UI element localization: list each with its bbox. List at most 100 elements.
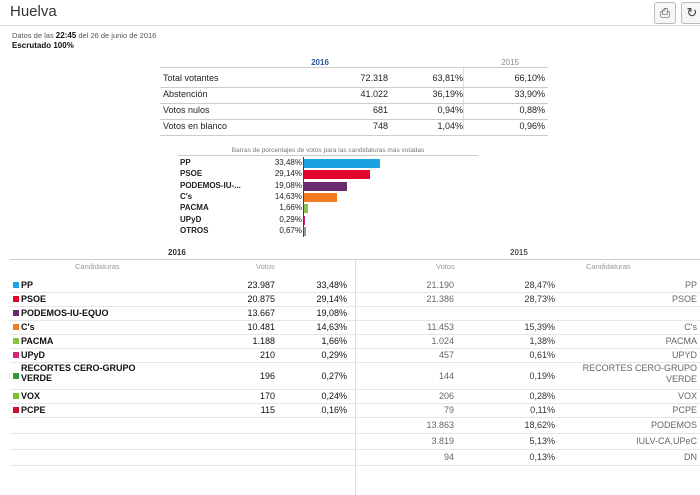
bar-fill <box>304 159 380 168</box>
summary-year-2015: 2015 <box>501 58 519 67</box>
summary-votes-2016: 748 <box>372 121 388 131</box>
bar-party-name: PACMA <box>180 203 209 213</box>
summary-pct-2016: 63,81% <box>432 73 463 83</box>
party-color-swatch <box>13 407 19 413</box>
votes-2015: 144 <box>438 370 454 381</box>
summary-pct-2015: 0,88% <box>519 105 545 115</box>
pct-2016: 0,24% <box>321 391 347 401</box>
pct-2015: 1,38% <box>529 336 555 346</box>
pct-2016: 0,16% <box>321 405 347 415</box>
party-name-2015: PACMA <box>665 336 697 346</box>
summary-row: Abstención 41.022 36,19% 33,90% <box>160 87 548 103</box>
pct-2015: 28,73% <box>524 294 555 304</box>
results-divider <box>355 259 356 495</box>
col-header-votos-2015: Votos <box>436 262 455 271</box>
bar-row: PP 33,48% <box>178 158 478 169</box>
bar-fill <box>304 204 308 214</box>
row-divider <box>10 334 700 335</box>
summary-pct-2015: 33,90% <box>514 89 545 99</box>
table-row: PCPE 115 0,16% 79 0,11% PCPE <box>10 403 700 417</box>
bar-percentage: 19,08% <box>274 180 302 190</box>
summary-label: Abstención <box>163 89 208 99</box>
escrutado-status: Escrutado 100% <box>12 41 74 50</box>
summary-votes-2016: 41.022 <box>360 89 388 99</box>
party-color-swatch <box>13 324 19 330</box>
votes-2016: 13.667 <box>247 308 275 318</box>
party-color-swatch <box>13 296 19 302</box>
votes-2016: 170 <box>259 391 275 401</box>
bar-fill <box>304 181 348 191</box>
table-row: VOX 170 0,24% 206 0,28% VOX <box>10 389 700 403</box>
votes-2015: 457 <box>438 350 454 360</box>
pct-2015: 18,62% <box>524 420 555 430</box>
bar-party-name: PP <box>180 158 191 167</box>
results-year-2016: 2016 <box>168 248 186 257</box>
summary-row: Total votantes 72.318 63,81% 66,10% <box>160 71 548 87</box>
table-row: 3.819 5,13% IULV-CA,UPeC <box>10 433 700 449</box>
bar-percentage: 29,14% <box>274 169 302 179</box>
party-name-2015: PP <box>684 280 697 290</box>
results-year-2015: 2015 <box>510 248 528 257</box>
row-divider <box>10 389 700 390</box>
bar-party-name: OTROS <box>180 225 209 235</box>
table-row: 94 0,13% DN <box>10 449 700 465</box>
pct-2015: 0,28% <box>529 391 555 401</box>
votes-2016: 196 <box>259 370 275 381</box>
bar-row: UPyD 0,29% <box>178 215 478 226</box>
pct-2016: 29,14% <box>316 294 347 304</box>
summary-pct-2015: 0,96% <box>519 121 545 131</box>
bar-party-name: PSOE <box>180 169 203 179</box>
votes-2016: 1.188 <box>252 336 275 346</box>
party-name-2015: PODEMOS <box>650 420 697 430</box>
votes-2016: 23.987 <box>247 280 275 290</box>
summary-pct-2016: 1,04% <box>437 121 463 131</box>
row-divider <box>10 320 700 321</box>
party-color-swatch <box>13 352 19 358</box>
party-name-2016: PACMA <box>21 336 54 346</box>
bar-percentage: 14,63% <box>274 191 302 201</box>
pct-2016: 33,48% <box>316 280 347 290</box>
table-row: PACMA 1.188 1,66% 1.024 1,38% PACMA <box>10 334 700 348</box>
party-name-2015: PSOE <box>671 294 697 304</box>
bar-percentage: 33,48% <box>274 158 302 167</box>
refresh-button[interactable]: ↻ <box>681 2 700 24</box>
summary-label: Votos nulos <box>163 105 210 115</box>
summary-pct-2015: 66,10% <box>514 73 545 83</box>
bar-fill <box>304 226 306 236</box>
table-row: C's 10.481 14,63% 11.453 15,39% C's <box>10 320 700 334</box>
bar-row: OTROS 0,67% <box>178 226 478 237</box>
timestamp-prefix: Datos de las <box>12 31 54 40</box>
data-timestamp: Datos de las 22:45 del 26 de junio de 20… <box>12 31 156 40</box>
votes-2015: 94 <box>443 452 454 462</box>
timestamp-time: 22:45 <box>55 31 77 40</box>
summary-votes-2016: 72.318 <box>360 73 388 83</box>
table-row: UPyD 210 0,29% 457 0,61% UPYD <box>10 348 700 362</box>
bar-fill <box>304 192 338 202</box>
party-name-2016: PCPE <box>21 405 46 415</box>
party-color-swatch <box>13 393 19 399</box>
votes-2015: 206 <box>438 391 454 401</box>
print-icon: ⎙ <box>659 5 671 20</box>
bar-party-name: PODEMOS-IU-... <box>180 180 241 190</box>
summary-row-divider <box>160 119 548 120</box>
print-button[interactable]: ⎙ <box>654 2 676 24</box>
votes-2015: 1.024 <box>431 336 454 346</box>
votes-2015: 13.863 <box>426 420 454 430</box>
pct-2015: 5,13% <box>529 436 555 446</box>
party-name-2015: IULV-CA,UPeC <box>636 436 697 446</box>
bar-row: C's 14,63% <box>178 192 478 203</box>
bar-party-name: C's <box>180 191 193 201</box>
pct-2015: 0,13% <box>529 452 555 462</box>
party-name-2016: PODEMOS-IU-EQUO <box>21 308 109 318</box>
row-divider <box>10 306 700 307</box>
summary-pct-2016: 36,19% <box>432 89 463 99</box>
summary-pct-2016: 0,94% <box>437 105 463 115</box>
party-name-2015: PCPE <box>672 405 697 415</box>
pct-2015: 15,39% <box>524 322 555 332</box>
summary-votes-2016: 681 <box>372 105 388 115</box>
bar-row: PACMA 1,66% <box>178 203 478 214</box>
row-divider <box>10 433 700 434</box>
party-color-swatch <box>13 338 19 344</box>
bar-fill <box>304 170 371 180</box>
party-name-2015: C's <box>684 322 697 332</box>
